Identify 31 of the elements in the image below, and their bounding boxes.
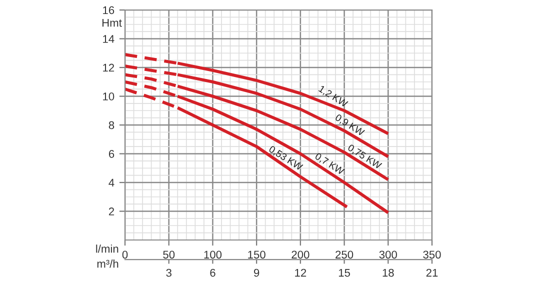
x-tick-label: 250 [336, 250, 354, 259]
x2-tick-label: 9 [254, 268, 260, 277]
annotation: 0,7 KW [314, 152, 345, 176]
x2-axis-title: m³/h [97, 260, 118, 268]
annotation: 1,2 KW [318, 85, 348, 108]
annotation: 0,75 KW [346, 144, 382, 170]
x-axis-title: l/min [96, 244, 118, 253]
y-tick-label: 4 [108, 178, 114, 187]
x2-tick-label: 6 [210, 268, 216, 277]
x-tick-label: 200 [292, 250, 310, 259]
x2-tick-label: 12 [295, 268, 306, 277]
x-tick-label: 150 [248, 250, 266, 259]
y-tick-label: 8 [108, 121, 114, 130]
y-tick-label: 2 [108, 208, 114, 216]
x-tick-label: 100 [204, 250, 222, 259]
y-tick-label: 10 [103, 92, 114, 100]
x-tick-label: 350 [423, 250, 441, 259]
y-tick-label: 14 [103, 35, 114, 43]
x2-tick-label: 3 [166, 268, 172, 277]
y-axis-title: Hmt [102, 19, 122, 27]
annotation: 0,9 KW [334, 114, 366, 138]
y-tick-label: 6 [108, 150, 114, 158]
x-tick-label: 0 [122, 250, 128, 259]
x2-tick-label: 21 [426, 268, 438, 277]
x-tick-label: 300 [379, 250, 397, 259]
x-tick-label: 50 [163, 250, 175, 259]
x2-tick-label: 15 [338, 268, 350, 277]
y-tick-label: 12 [103, 64, 114, 72]
y-tick-label: 16 [103, 6, 114, 14]
annotation: 0,53 KW [268, 145, 304, 172]
x2-tick-label: 18 [382, 268, 394, 277]
